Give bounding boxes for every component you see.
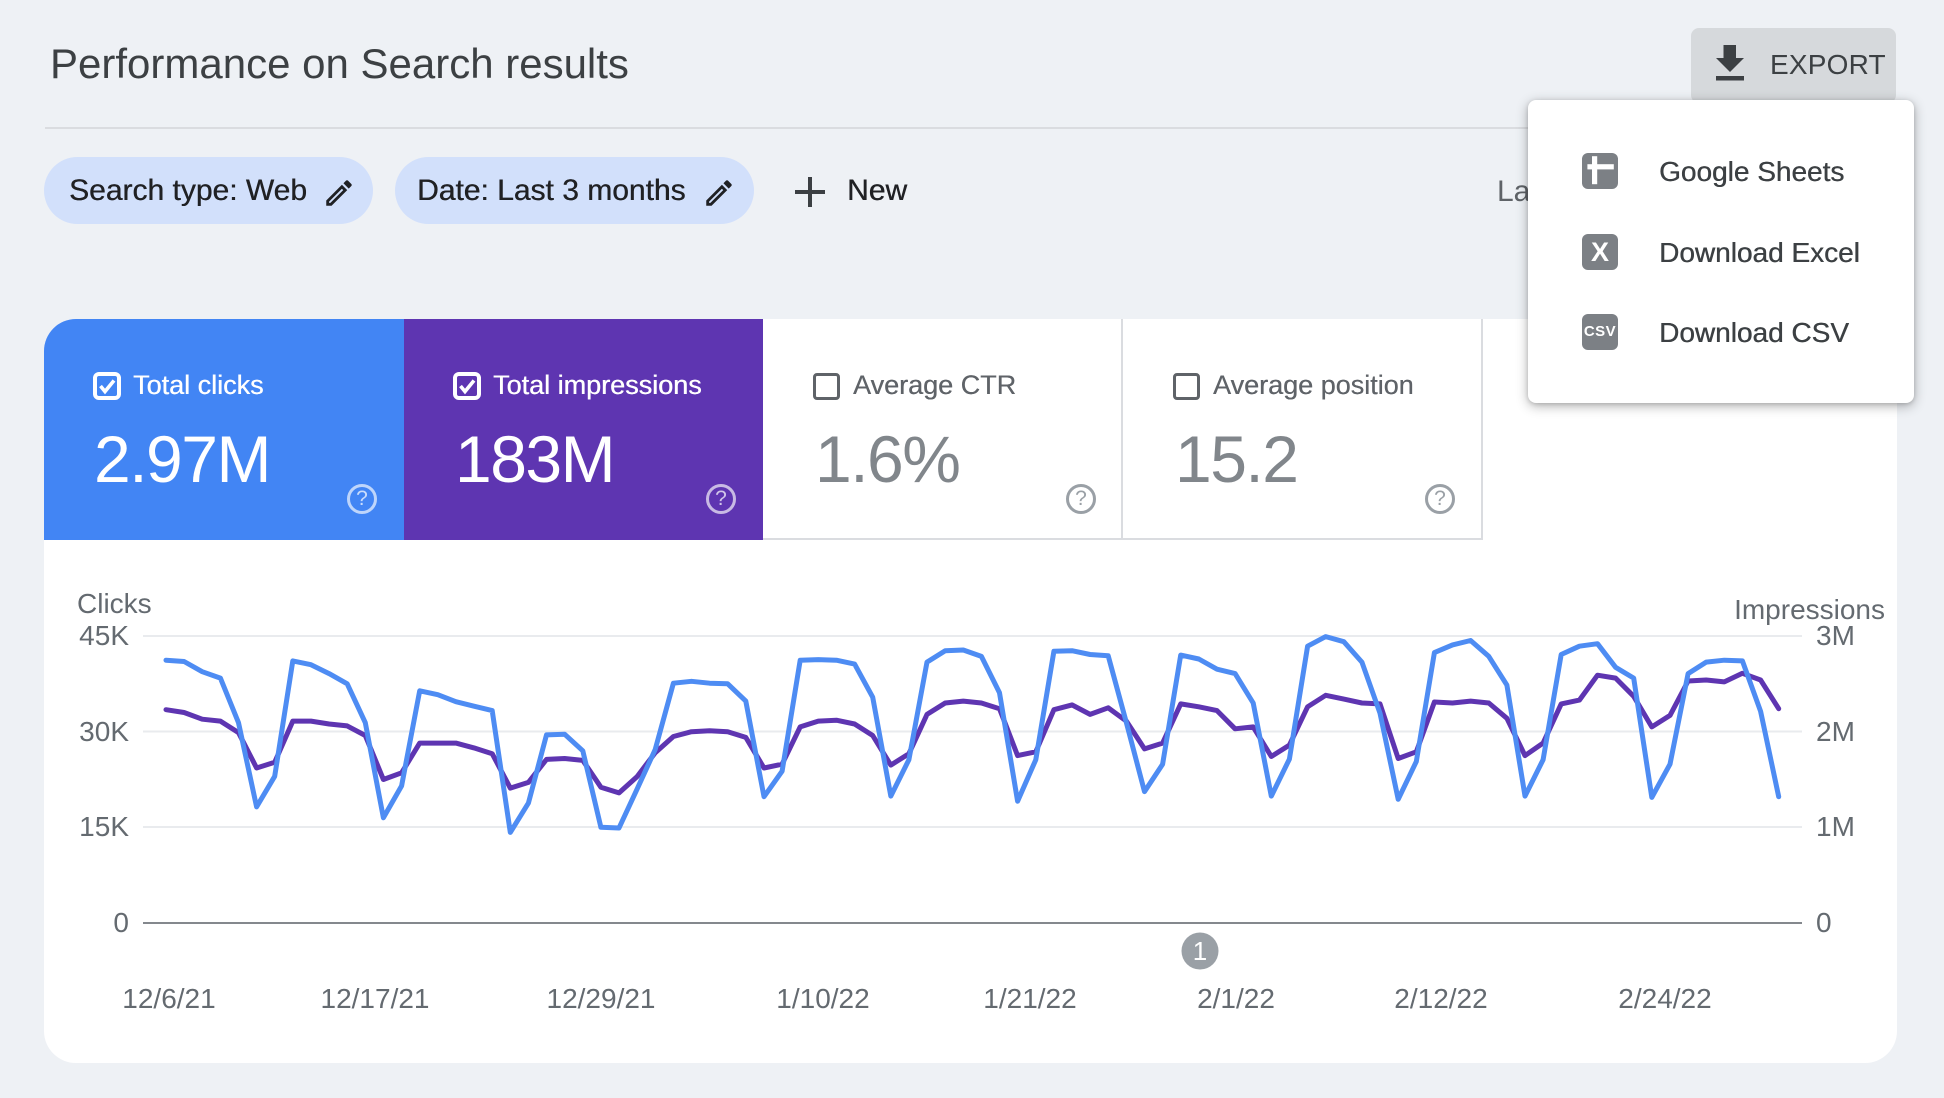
svg-text:1M: 1M [1816, 811, 1855, 842]
svg-text:1: 1 [1193, 936, 1207, 966]
svg-text:2M: 2M [1816, 716, 1855, 747]
svg-text:12/29/21: 12/29/21 [547, 983, 656, 1014]
svg-text:12/17/21: 12/17/21 [321, 983, 430, 1014]
svg-text:1/21/22: 1/21/22 [983, 983, 1076, 1014]
svg-text:12/6/21: 12/6/21 [122, 983, 215, 1014]
svg-text:Impressions: Impressions [1734, 594, 1885, 625]
svg-text:30K: 30K [79, 716, 129, 747]
svg-text:15K: 15K [79, 811, 129, 842]
svg-text:2/24/22: 2/24/22 [1618, 983, 1711, 1014]
svg-text:Clicks: Clicks [77, 588, 152, 619]
svg-text:2/1/22: 2/1/22 [1197, 983, 1275, 1014]
svg-text:45K: 45K [79, 620, 129, 651]
svg-text:0: 0 [113, 907, 129, 938]
svg-text:3M: 3M [1816, 620, 1855, 651]
svg-text:0: 0 [1816, 907, 1832, 938]
svg-text:2/12/22: 2/12/22 [1394, 983, 1487, 1014]
svg-text:1/10/22: 1/10/22 [776, 983, 869, 1014]
